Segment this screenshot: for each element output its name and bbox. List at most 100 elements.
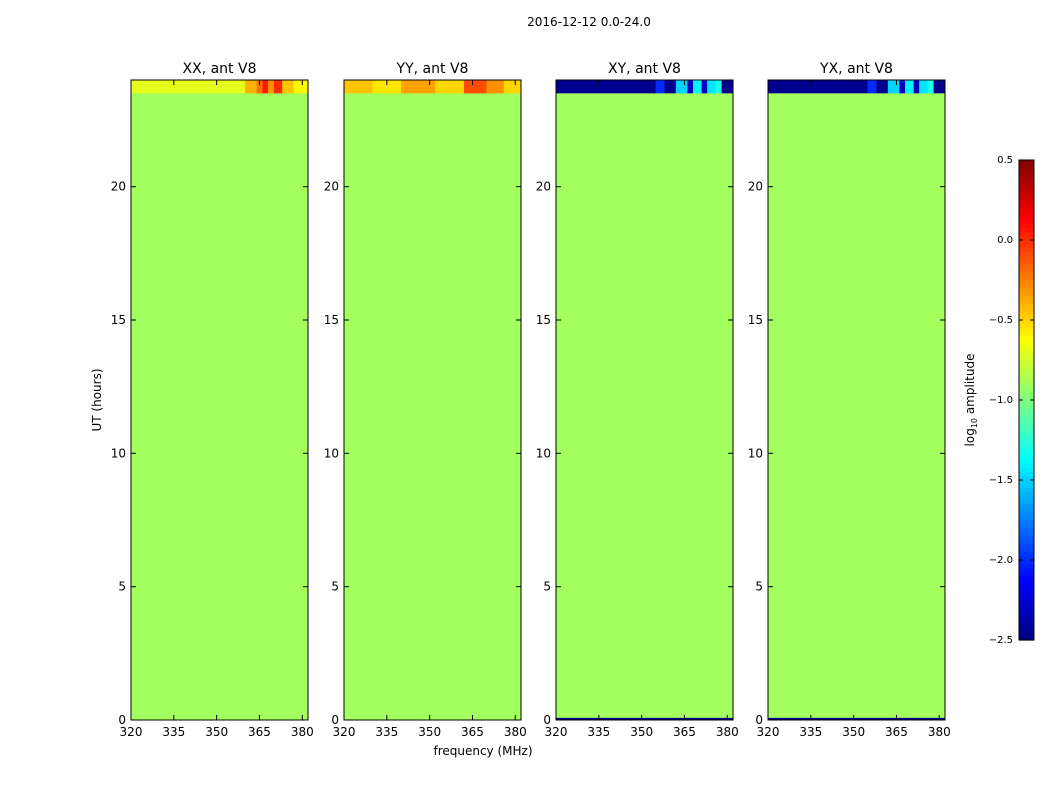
x-tick-label: 335 [375, 725, 398, 739]
colorbar-step [1019, 208, 1034, 213]
colorbar-tick-label: 0.5 [997, 155, 1013, 166]
heatmap-cell [899, 80, 906, 94]
heatmap-cell [876, 80, 888, 94]
colorbar-step [1019, 288, 1034, 293]
colorbar-step [1019, 216, 1034, 221]
heatmap-cell [715, 80, 722, 94]
panel-title: YY, ant V8 [396, 61, 469, 77]
colorbar-step [1019, 596, 1034, 601]
heatmap-cell [913, 80, 920, 94]
colorbar-step [1019, 384, 1034, 389]
colorbar-step [1019, 388, 1034, 393]
colorbar-tick-label: −2.5 [989, 635, 1013, 646]
colorbar-step [1019, 452, 1034, 457]
colorbar-step [1019, 196, 1034, 201]
colorbar-step [1019, 456, 1034, 461]
colorbar-tick-label: 0.0 [997, 235, 1013, 246]
colorbar-step [1019, 284, 1034, 289]
x-tick-label: 335 [799, 725, 822, 739]
colorbar-tick-label: −1.0 [989, 395, 1013, 406]
colorbar-step [1019, 408, 1034, 413]
heatmap-cell [344, 80, 373, 94]
x-tick-label: 365 [673, 725, 696, 739]
colorbar-step [1019, 420, 1034, 425]
x-tick-label: 335 [587, 725, 610, 739]
heatmap-cell [256, 80, 263, 94]
heatmap-cell [245, 80, 257, 94]
x-tick-label: 365 [885, 725, 908, 739]
colorbar-step [1019, 252, 1034, 257]
colorbar-step [1019, 336, 1034, 341]
heatmap-cell [486, 80, 504, 94]
colorbar-step [1019, 344, 1034, 349]
colorbar-step [1019, 484, 1034, 489]
heatmap-cell [401, 80, 436, 94]
x-tick-label: 320 [120, 725, 143, 739]
colorbar-label-prefix: log [963, 428, 977, 446]
heatmap-cell [262, 80, 269, 94]
colorbar-step [1019, 616, 1034, 621]
colorbar-step [1019, 480, 1034, 485]
colorbar-step [1019, 204, 1034, 209]
panel-title: XX, ant V8 [183, 61, 257, 77]
y-tick-label: 10 [748, 446, 763, 460]
heatmap-cell [556, 717, 733, 720]
colorbar-step [1019, 220, 1034, 225]
colorbar-step [1019, 412, 1034, 417]
colorbar-step [1019, 188, 1034, 193]
heatmap-cell [293, 80, 308, 94]
y-tick-label: 0 [331, 713, 339, 727]
x-tick-label: 320 [757, 725, 780, 739]
colorbar-step [1019, 280, 1034, 285]
colorbar-step [1019, 396, 1034, 401]
colorbar-label: log10 amplitude [963, 354, 979, 447]
y-tick-label: 10 [111, 446, 126, 460]
y-tick-label: 0 [118, 713, 126, 727]
colorbar-step [1019, 228, 1034, 233]
heatmap-cell [919, 80, 928, 94]
colorbar-step [1019, 580, 1034, 585]
x-tick-label: 350 [630, 725, 653, 739]
colorbar-step [1019, 492, 1034, 497]
heatmap-cell [435, 80, 464, 94]
heatmap-cell [372, 80, 402, 94]
x-tick-label: 350 [205, 725, 228, 739]
y-axis-label: UT (hours) [90, 368, 104, 431]
colorbar-tick-label: −1.5 [989, 475, 1013, 486]
colorbar-step [1019, 508, 1034, 513]
x-tick-label: 320 [545, 725, 568, 739]
colorbar-step [1019, 404, 1034, 409]
colorbar-step [1019, 244, 1034, 249]
colorbar-step [1019, 532, 1034, 537]
colorbar-step [1019, 364, 1034, 369]
x-tick-label: 380 [504, 725, 527, 739]
heatmap-cell [463, 80, 487, 94]
colorbar-step [1019, 340, 1034, 345]
colorbar-step [1019, 380, 1034, 385]
colorbar-step [1019, 584, 1034, 589]
panel-frame [343, 79, 522, 721]
panel-frame [130, 79, 309, 721]
x-tick-label: 380 [928, 725, 951, 739]
colorbar-step [1019, 176, 1034, 181]
colorbar-step [1019, 372, 1034, 377]
colorbar-tick-label: −2.0 [989, 555, 1013, 566]
colorbar-step [1019, 632, 1034, 637]
y-tick-label: 20 [748, 180, 763, 194]
colorbar-step [1019, 332, 1034, 337]
colorbar-step [1019, 376, 1034, 381]
colorbar-step [1019, 628, 1034, 633]
heatmap-cell [675, 80, 688, 94]
colorbar-step [1019, 400, 1034, 405]
colorbar-step [1019, 608, 1034, 613]
heatmap-cell [131, 80, 246, 94]
colorbar-step [1019, 604, 1034, 609]
y-tick-label: 5 [331, 580, 339, 594]
colorbar-step [1019, 296, 1034, 301]
colorbar-step [1019, 304, 1034, 309]
colorbar-step [1019, 460, 1034, 465]
heatmap-cell [933, 80, 945, 94]
colorbar-step [1019, 320, 1034, 325]
colorbar-step [1019, 440, 1034, 445]
panel-0: XX, ant V8 320 335 350 365 380 0 5 10 15 20 [111, 61, 314, 739]
